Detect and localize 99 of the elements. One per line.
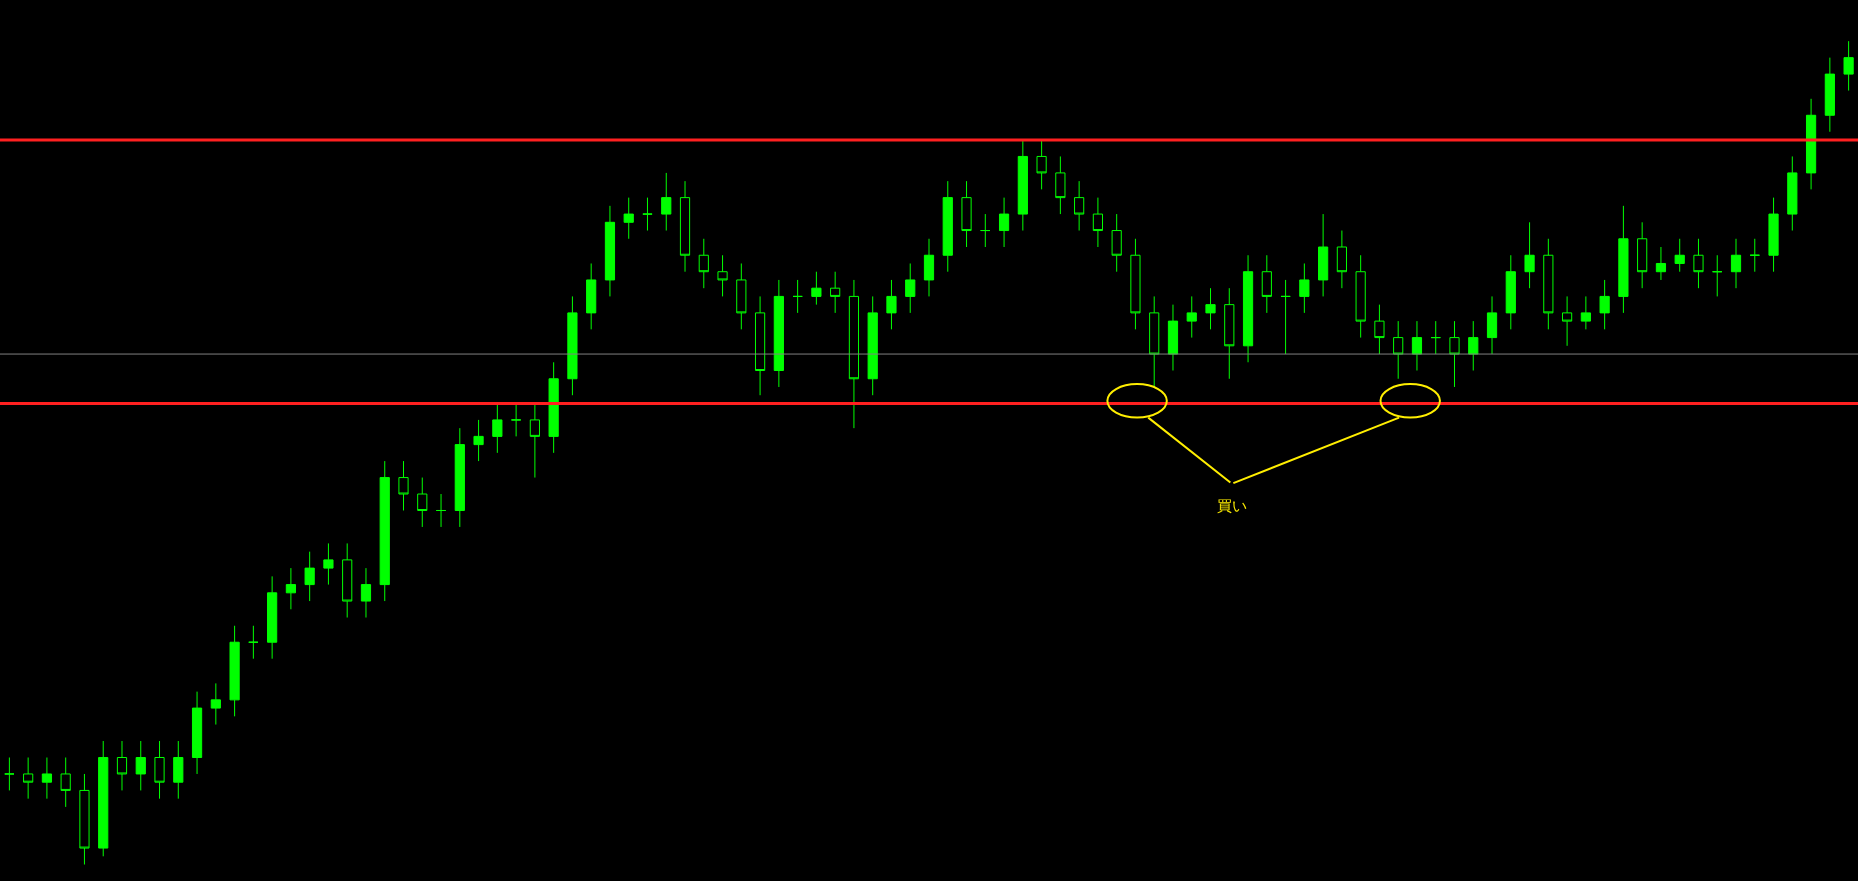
candlestick (1149, 295, 1160, 388)
candlestick (267, 575, 278, 660)
candlestick (1242, 254, 1254, 363)
candlestick (1730, 238, 1742, 289)
candlestick (1355, 254, 1366, 339)
candlestick (154, 740, 165, 800)
candlestick (4, 757, 15, 791)
candlestick (604, 205, 616, 297)
candlestick (623, 197, 634, 240)
candlestick (998, 197, 1010, 248)
candlestick (923, 238, 935, 297)
candlestick (867, 295, 878, 396)
candlestick (1693, 238, 1704, 289)
candlestick (848, 279, 860, 429)
candlestick (229, 625, 240, 717)
candlestick (379, 460, 390, 602)
candlestick (1505, 254, 1516, 330)
annotation: 買い (1217, 497, 1247, 515)
candlestick (942, 180, 953, 273)
candlestick (1637, 221, 1648, 289)
candlestick (342, 542, 353, 619)
candlestick (1599, 279, 1610, 330)
candlestick (1449, 320, 1460, 388)
candlestick (1787, 155, 1798, 232)
candlestick (1167, 304, 1179, 372)
candlestick (1580, 295, 1591, 330)
candlestick (473, 419, 484, 462)
candlestick (698, 238, 709, 289)
candlestick (173, 740, 184, 800)
candlestick (1055, 155, 1066, 215)
candlestick (905, 262, 916, 314)
candlestick (754, 295, 766, 396)
candlestick (1524, 221, 1535, 289)
candlestick (1074, 180, 1085, 232)
candlestick (511, 402, 522, 437)
candlestick (1111, 213, 1122, 273)
candlestick (1674, 238, 1685, 273)
candlestick (398, 460, 409, 511)
candlestick (1486, 295, 1498, 355)
candlestick (135, 740, 146, 791)
candlestick (1261, 254, 1272, 314)
candlestick (417, 477, 428, 528)
candlestick (304, 551, 315, 602)
candlestick (1280, 279, 1291, 355)
candlestick (567, 295, 578, 396)
candlestick (736, 262, 747, 330)
candlestick (1036, 139, 1047, 190)
candlestick (1430, 320, 1441, 355)
candlestick (1318, 213, 1329, 297)
candlestick (323, 542, 334, 586)
candlestick (1655, 246, 1667, 281)
candlestick (1224, 287, 1235, 380)
candlestick (1805, 98, 1817, 190)
candlestick (1768, 197, 1779, 273)
candlestick (285, 567, 296, 610)
candlestick (116, 740, 128, 791)
candlestick (492, 402, 503, 454)
candlestick (961, 180, 972, 248)
candlestick (1618, 205, 1629, 314)
candlestick (792, 279, 803, 314)
candlestick (41, 757, 53, 800)
candlestick (79, 773, 90, 866)
candlestick (773, 279, 784, 388)
candlestick (1299, 262, 1310, 314)
candlestick (1843, 40, 1854, 92)
candlestick (1092, 197, 1104, 248)
candlestick (642, 197, 653, 232)
candlestick (1543, 238, 1554, 330)
candlestick (1562, 295, 1573, 347)
candlestick (1749, 238, 1760, 273)
candlestick (586, 262, 597, 330)
candlestick (1130, 238, 1141, 330)
candlestick (1336, 230, 1347, 289)
candlestick (60, 757, 71, 808)
candlestick (1374, 304, 1385, 355)
candlestick (1712, 254, 1723, 297)
candlestick (679, 180, 691, 273)
candlestick (191, 691, 203, 775)
candlestick (717, 254, 728, 297)
candlestick (360, 567, 372, 619)
candlestick (1411, 320, 1423, 372)
candlestick (661, 172, 672, 232)
candlestick (1205, 287, 1216, 330)
candlestick (210, 682, 221, 726)
candlestick (1824, 57, 1835, 133)
candlestick (830, 271, 841, 314)
candlestick (23, 757, 34, 800)
candlestick (980, 213, 991, 248)
candlestick (548, 361, 559, 454)
candlestick (1017, 139, 1028, 232)
candlestick (98, 740, 109, 857)
candlestick (1468, 320, 1479, 372)
candlestick (1393, 320, 1404, 380)
candlestick (811, 271, 822, 306)
candlestick (1186, 295, 1197, 339)
candlestick (529, 402, 540, 479)
candlestick (454, 427, 465, 528)
candlestick (886, 279, 897, 330)
candlestick (248, 625, 259, 660)
